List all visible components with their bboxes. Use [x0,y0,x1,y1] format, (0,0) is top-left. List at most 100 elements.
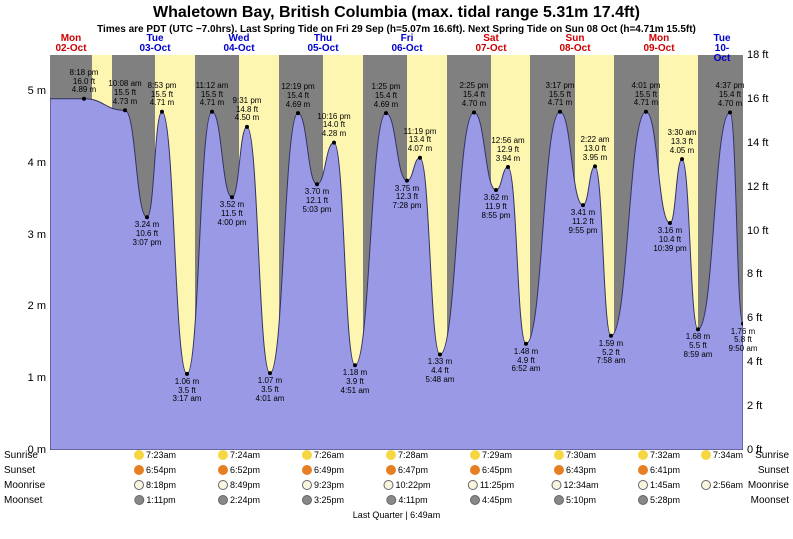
footer-time-text: 5:10pm [566,495,596,505]
footer-time-text: 8:49pm [230,480,260,490]
tide-point-label: 1.06 m3.5 ft3:17 am [173,378,202,404]
sun-icon [701,450,711,460]
footer-label-right: Sunset [758,465,789,476]
footer-time-text: 7:26am [314,450,344,460]
moon-icon [302,495,312,505]
night-strip [614,55,659,450]
footer-sunrise-item: 7:23am [134,450,176,460]
sun-icon [386,465,396,475]
footer-time-text: 7:30am [566,450,596,460]
tide-point-label: 2:25 pm15.4 ft4.70 m [460,82,489,108]
footer-moonset-item: 2:24pm [218,495,260,505]
day-header: Thu05-Oct [307,34,338,54]
sun-icon [638,465,648,475]
tide-point-label: 3.62 m11.9 ft8:55 pm [482,194,511,220]
y-tick-ft: 10 ft [745,225,793,237]
tide-point-label: 8:18 pm16.0 ft4.89 m [70,69,99,95]
tide-point-label: 11:19 pm13.4 ft4.07 m [404,128,437,154]
footer-time-text: 6:49pm [314,465,344,475]
y-tick-ft: 8 ft [745,268,793,280]
moonphase-text: Last Quarter | 6:49am [353,510,440,520]
footer-time-text: 6:54pm [146,465,176,475]
footer-time-text: 8:18pm [146,480,176,490]
sun-icon [470,465,480,475]
footer-label-left: Moonset [4,495,42,506]
y-axis-feet: 0 ft2 ft4 ft6 ft8 ft10 ft12 ft14 ft16 ft… [745,55,793,450]
tide-point-label: 3.41 m11.2 ft9:55 pm [569,209,598,235]
tide-point-label: 2:22 am13.0 ft3.95 m [581,136,610,162]
footer-time-text: 7:24am [230,450,260,460]
footer-label-left: Sunset [4,465,35,476]
moon-icon [383,480,393,490]
tide-point-label: 12:19 pm15.4 ft4.69 m [281,83,314,109]
footer-time-text: 7:29am [482,450,512,460]
tide-point-label: 11:12 am15.5 ft4.71 m [196,82,229,108]
chart-plot-area [50,55,743,450]
y-tick-ft: 2 ft [745,400,793,412]
footer-moonrise-item: 1:45am [638,480,680,490]
footer-time-text: 7:32am [650,450,680,460]
tide-point-label: 12:56 am12.9 ft3.94 m [491,137,524,163]
chart-title: Whaletown Bay, British Columbia (max. ti… [0,0,793,22]
day-header: Tue03-Oct [139,34,170,54]
footer-moonset-item: 5:10pm [554,495,596,505]
daylight-strip [575,55,614,450]
night-strip [363,55,407,450]
footer-time-text: 4:11pm [398,495,427,505]
footer-time-text: 9:23pm [314,480,344,490]
sun-icon [386,450,396,460]
footer-moonrise-item: 9:23pm [302,480,344,490]
tide-point-label: 1.68 m5.5 ft8:59 am [684,333,713,359]
footer-row-moonrise: MoonriseMoonrise8:18pm8:49pm9:23pm10:22p… [0,480,793,495]
footer-time-text: 6:52pm [230,465,260,475]
y-tick-ft: 18 ft [745,49,793,61]
y-tick-ft: 12 ft [745,181,793,193]
sun-icon [302,465,312,475]
footer-sunset-item: 6:45pm [470,465,512,475]
y-tick-m: 1 m [0,372,48,384]
tide-point-label: 3.75 m12.3 ft7:28 pm [393,185,422,211]
sun-icon [638,450,648,460]
chart-footer: SunriseSunrise7:23am7:24am7:26am7:28am7:… [0,450,793,525]
footer-time-text: 2:56am [713,480,743,490]
tide-point-label: 10:16 pm14.0 ft4.28 m [317,113,350,139]
tide-point-label: 1.33 m4.4 ft5:48 am [426,358,455,384]
tide-point-label: 3:17 pm15.5 ft4.71 m [546,82,575,108]
day-headers-row: Mon02-OctTue03-OctWed04-OctThu05-OctFri0… [50,34,743,54]
footer-time-text: 12:34am [563,480,598,490]
night-strip [50,55,92,450]
tide-point-label: 1.07 m3.5 ft4:01 am [256,377,285,403]
footer-sunset-item: 6:54pm [134,465,176,475]
footer-label-right: Moonrise [748,480,789,491]
tide-point-label: 1.18 m3.9 ft4:51 am [341,369,370,395]
footer-time-text: 1:45am [650,480,680,490]
footer-sunset-item: 6:52pm [218,465,260,475]
tide-point-label: 3:30 am13.3 ft4.05 m [668,129,697,155]
footer-sunset-item: 6:47pm [386,465,428,475]
moon-icon [470,495,480,505]
sun-icon [134,450,144,460]
tide-point-label: 3.24 m10.6 ft3:07 pm [133,221,162,247]
sun-icon [554,465,564,475]
y-tick-m: 2 m [0,300,48,312]
footer-moonset-item: 4:11pm [386,495,427,505]
footer-time-text: 2:24pm [230,495,260,505]
footer-moonset-item: 3:25pm [302,495,344,505]
footer-row-sunrise: SunriseSunrise7:23am7:24am7:26am7:28am7:… [0,450,793,465]
tide-point-label: 9:31 pm14.8 ft4.50 m [233,97,262,123]
y-axis-meters: 0 m1 m2 m3 m4 m5 m [0,55,48,450]
footer-moonrise-item: 11:25pm [468,480,514,490]
footer-row-sunset: Sunset Sunset 6:54pm 6:52pm 6:49pm 6:47pm 6:45… [0,465,793,480]
footer-sunset-item: 6:43pm [554,465,596,475]
night-strip [112,55,155,450]
moon-icon [638,480,648,490]
sun-icon [134,465,144,475]
day-header: Mon02-Oct [55,34,86,54]
sun-icon [218,450,228,460]
footer-label-left: Sunrise [4,450,38,461]
footer-sunrise-item: 7:30am [554,450,596,460]
footer-time-text: 10:22pm [395,480,430,490]
daylight-strip [491,55,530,450]
night-strip [530,55,575,450]
moon-icon [302,480,312,490]
